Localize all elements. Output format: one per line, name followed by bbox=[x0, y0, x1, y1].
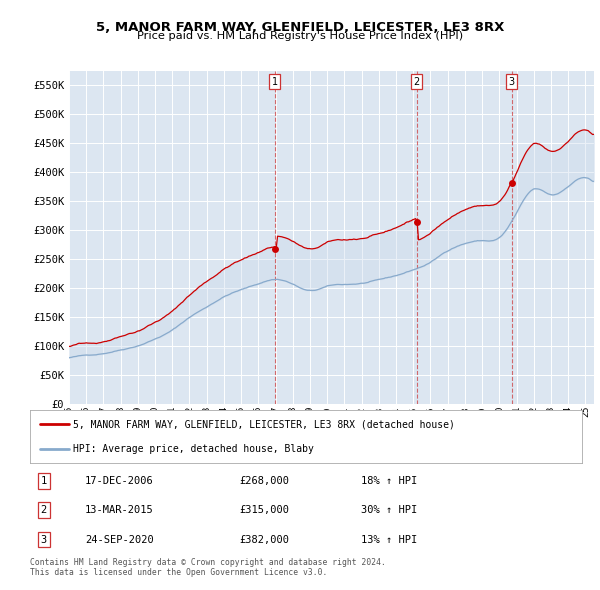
Text: 5, MANOR FARM WAY, GLENFIELD, LEICESTER, LE3 8RX (detached house): 5, MANOR FARM WAY, GLENFIELD, LEICESTER,… bbox=[73, 419, 455, 430]
Text: 18% ↑ HPI: 18% ↑ HPI bbox=[361, 476, 418, 486]
Text: £382,000: £382,000 bbox=[240, 535, 290, 545]
Text: 2: 2 bbox=[414, 77, 420, 87]
Text: £315,000: £315,000 bbox=[240, 506, 290, 515]
Text: 1: 1 bbox=[41, 476, 47, 486]
Text: 5, MANOR FARM WAY, GLENFIELD, LEICESTER, LE3 8RX: 5, MANOR FARM WAY, GLENFIELD, LEICESTER,… bbox=[96, 21, 504, 34]
Text: Contains HM Land Registry data © Crown copyright and database right 2024.: Contains HM Land Registry data © Crown c… bbox=[30, 558, 386, 566]
Text: 3: 3 bbox=[508, 77, 515, 87]
Text: 13% ↑ HPI: 13% ↑ HPI bbox=[361, 535, 418, 545]
Text: 1: 1 bbox=[272, 77, 278, 87]
Text: Price paid vs. HM Land Registry's House Price Index (HPI): Price paid vs. HM Land Registry's House … bbox=[137, 31, 463, 41]
Text: 2: 2 bbox=[41, 506, 47, 515]
Text: 3: 3 bbox=[41, 535, 47, 545]
Text: 13-MAR-2015: 13-MAR-2015 bbox=[85, 506, 154, 515]
Text: £268,000: £268,000 bbox=[240, 476, 290, 486]
Text: 17-DEC-2006: 17-DEC-2006 bbox=[85, 476, 154, 486]
Text: 30% ↑ HPI: 30% ↑ HPI bbox=[361, 506, 418, 515]
Text: 24-SEP-2020: 24-SEP-2020 bbox=[85, 535, 154, 545]
Text: This data is licensed under the Open Government Licence v3.0.: This data is licensed under the Open Gov… bbox=[30, 568, 328, 576]
Text: HPI: Average price, detached house, Blaby: HPI: Average price, detached house, Blab… bbox=[73, 444, 314, 454]
